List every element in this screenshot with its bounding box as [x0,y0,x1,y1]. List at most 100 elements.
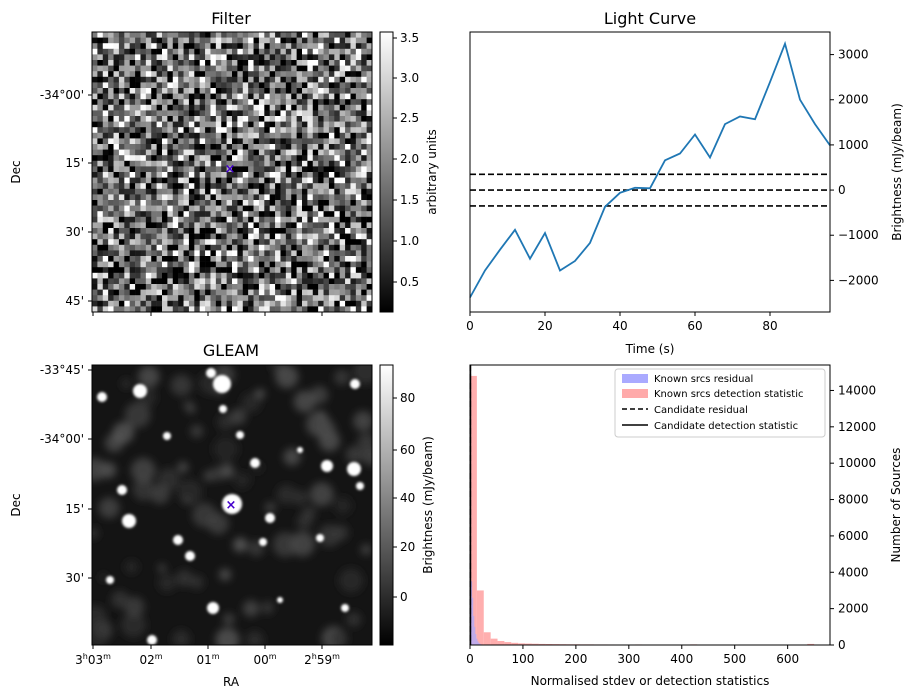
gleam-ytick-2: 15' [65,502,84,516]
gleam-cbar-tick-2: 40 [400,491,415,505]
light-curve-ytick-3: 1000 [838,138,869,152]
histogram-xtick-2: 200 [564,652,587,666]
filter-image [92,32,372,312]
histogram-xtick-4: 400 [670,652,693,666]
histogram-ytick-4: 8000 [838,493,869,507]
filter-ytick-3: 45' [65,294,84,308]
gleam-frame [91,364,373,646]
filter-title: Filter [211,9,251,28]
gleam-xtick-3: 00m [253,652,276,667]
gleam-colorbar [379,364,394,646]
histogram-detection-bar-4 [497,641,505,645]
histogram-xlabel: Normalised stdev or detection statistics [531,674,770,688]
light-curve-ytick-0: −2000 [838,273,879,287]
gleam-yticks: -33°45' -34°00' 15' 30' [40,363,92,585]
light-curve-frame [469,31,831,313]
histogram-detection-bar-49 [807,643,815,645]
gleam-cbar-tick-3: 20 [400,540,415,554]
gleam-candidate-marker: × [226,498,237,513]
histogram-detection-bar-6 [511,642,519,645]
gleam-cbar-tick-1: 60 [400,443,415,457]
light-curve-xlabel: Time (s) [625,342,675,356]
light-curve-xtick-4: 80 [762,319,777,333]
histogram-detection-bar-0 [470,375,477,645]
histogram-detection-bar-1 [476,590,484,645]
filter-yticks: -34°00' 15' 30' 45' [40,88,92,308]
histogram-ytick-3: 6000 [838,529,869,543]
gleam-xtick-1: 02m [139,652,162,667]
histogram-ytick-1: 2000 [838,602,869,616]
gleam-xlabel: RA [223,675,240,689]
legend-label-3: Candidate detection statistic [654,421,798,432]
light-curve-ytick-4: 2000 [838,93,869,107]
gleam-ytick-1: -34°00' [40,432,84,446]
filter-cbar-tick-4: 1.5 [400,193,419,207]
filter-ytick-2: 30' [65,225,84,239]
filter-cbar-tick-5: 1.0 [400,234,419,248]
legend-box [614,368,826,438]
legend-patch-residual [622,374,648,383]
filter-ytick-1: 15' [65,156,84,170]
light-curve-ylabel: Brightness (mJy/beam) [890,103,904,241]
gleam-image [92,365,372,645]
filter-panel: Filter × Dec -34°00' 15' 30' 45' [9,9,439,316]
histogram-detection-bar-2 [483,632,491,645]
gleam-cbar-tick-4: 0 [400,590,408,604]
light-curve-xtick-2: 40 [612,319,627,333]
light-curve-title: Light Curve [604,9,696,28]
gleam-ylabel: Dec [9,493,23,516]
light-curve-series-line [469,40,831,298]
filter-cbar-tick-1: 3.0 [400,71,419,85]
histogram-ytick-6: 12000 [838,420,876,434]
gleam-ytick-3: 30' [65,571,84,585]
histogram-residual-bar-9 [479,643,481,645]
gleam-colorbar-ticks: 80 60 40 20 0 [393,391,415,604]
histogram-xtick-3: 300 [617,652,640,666]
filter-colorbar [379,31,394,313]
histogram-xtick-6: 600 [776,652,799,666]
histogram-xtick-0: 0 [466,652,474,666]
gleam-xticks: 3h03m 02m 01m 00m 2h59m [75,645,340,667]
gleam-xtick-0: 3h03m [75,652,111,667]
histogram-residual-bar-7 [477,641,479,645]
filter-xticks [92,312,323,316]
legend-label-2: Candidate residual [654,405,748,416]
histogram-residual-bar-6 [476,638,478,645]
histogram-legend: Known srcs residual Known srcs detection… [614,368,826,438]
histogram-detection-bar-5 [504,642,512,645]
histogram-ytick-0: 0 [838,638,846,652]
filter-colorbar-ticks: 3.5 3.0 2.5 2.0 1.5 1.0 0.5 [393,31,419,289]
histogram-residual-bar-1 [471,581,473,645]
light-curve-xtick-3: 60 [687,319,702,333]
light-curve-xtick-0: 0 [466,319,474,333]
filter-cbar-tick-3: 2.0 [400,152,419,166]
filter-frame [91,31,373,313]
filter-ytick-0: -34°00' [40,88,84,102]
gleam-colorbar-label: Brightness (mJy/beam) [421,436,435,574]
gleam-ytick-0: -33°45' [40,363,84,377]
legend-label-1: Known srcs detection statistic [654,389,803,400]
gleam-panel: GLEAM × Dec -33°45' -34°00' 15' 30' 3h03… [9,341,435,689]
histogram-frame [469,364,831,646]
light-curve-ytick-2: 0 [838,183,846,197]
histogram-residual-bar-5 [475,634,477,645]
light-curve-ytick-5: 3000 [838,48,869,62]
histogram-xtick-5: 500 [723,652,746,666]
histogram-detection-bar-3 [490,638,498,645]
histogram-detection-bar-9 [531,643,539,645]
legend-label-0: Known srcs residual [654,374,753,385]
gleam-xtick-2: 01m [196,652,219,667]
light-curve-panel: Light Curve 0 20 40 60 80 −2000 −1000 0 1000 200… [466,9,904,356]
histogram-residual-bar-4 [474,626,476,645]
filter-ylabel: Dec [9,160,23,183]
histogram-panel: 0 100 200 300 400 500 600 0 2000 4000 6000 8000 100… [466,364,903,688]
histogram-xtick-1: 100 [511,652,534,666]
histogram-ytick-5: 10000 [838,456,876,470]
histogram-detection-bar-8 [525,643,532,645]
light-curve-xtick-1: 20 [537,319,552,333]
light-curve-ytick-1: −1000 [838,228,879,242]
histogram-detection-bar-7 [518,643,526,645]
histogram-ylabel: Number of Sources [889,448,903,563]
histogram-detection-bar-10 [538,643,546,645]
